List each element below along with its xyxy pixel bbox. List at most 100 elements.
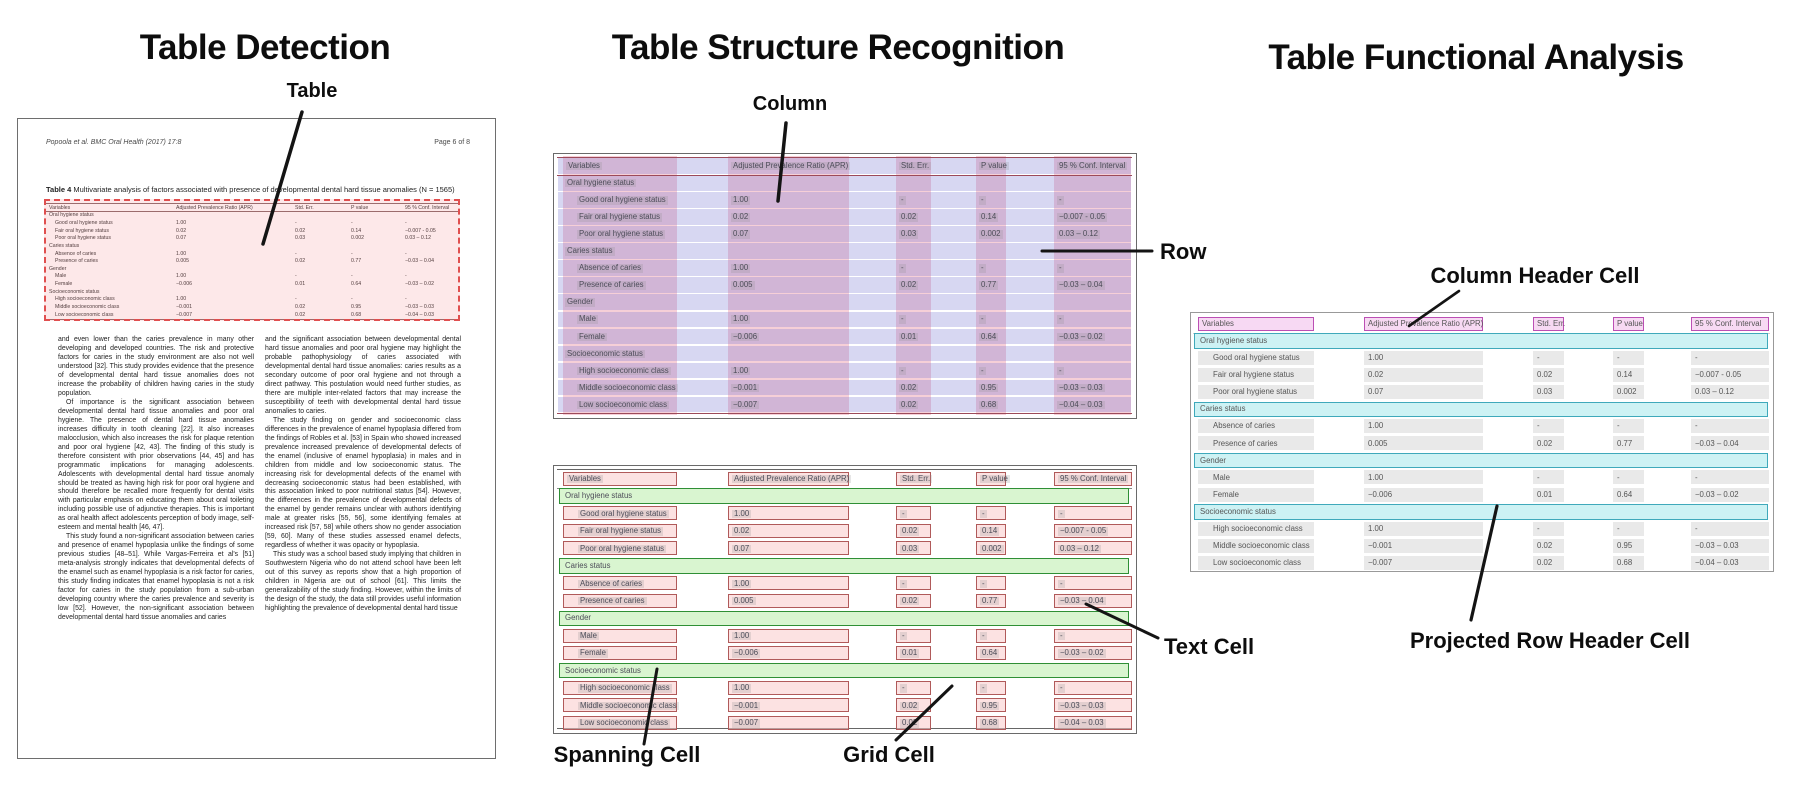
cell-text: 0.64: [351, 281, 362, 288]
grid-cell-box: [563, 541, 677, 556]
cell-text: 0.002: [1617, 387, 1637, 397]
cell-text: -: [1695, 524, 1698, 533]
text-cell-box: [1533, 436, 1564, 451]
cell-text: Oral hygiene status: [1200, 335, 1268, 345]
grid-cell-box: [728, 593, 849, 608]
grid-cell-box: [1054, 715, 1132, 730]
column-header-cell-box: [1198, 316, 1314, 331]
grid-cell-box: [976, 646, 1006, 660]
cell-text: 1.00: [731, 263, 751, 273]
text-cell-box: [1613, 350, 1644, 365]
cell-text: Socioeconomic status: [565, 665, 641, 675]
cell-text: 0.02: [176, 227, 187, 234]
cell-text: High socioeconomic class: [578, 683, 672, 693]
cell-text: 0.14: [980, 526, 1000, 536]
cell-text: -: [980, 508, 987, 519]
cell-text: -: [1537, 421, 1540, 431]
cell-text: 0.03 – 0.12: [1057, 229, 1101, 239]
cell-text: -: [1057, 195, 1064, 205]
cell-text: −0.03 – 0.03: [1058, 700, 1106, 711]
cell-text: −0.001: [1368, 541, 1393, 551]
row-band: [558, 277, 1131, 293]
page-number: Page 6 of 8: [434, 139, 470, 146]
cell-text: 0.03: [900, 543, 920, 553]
cell-text: -: [405, 250, 407, 257]
cell-text: Gender: [1200, 455, 1227, 465]
cell-text: -: [1058, 508, 1065, 519]
cell-text: Low socioeconomic class: [577, 399, 669, 410]
table-rule: [557, 469, 1132, 471]
cell-text: 0.02: [295, 311, 306, 318]
cell-text: −0.03 – 0.04: [1057, 280, 1105, 290]
cell-text: −0.007: [1368, 558, 1393, 568]
grid-cell-box: [563, 506, 677, 521]
projected-row-header-cell-box: [1194, 401, 1768, 417]
body-paragraph: and even lower than the caries prevalenc…: [58, 336, 254, 397]
body-text-column-1: and even lower than the caries prevalenc…: [58, 336, 254, 623]
grid-cell-box: [896, 471, 931, 486]
cell-text: −0.006: [1368, 489, 1393, 499]
cell-text: 1.00: [176, 296, 187, 303]
text-cell-box: [1533, 419, 1564, 434]
cell-text: 0.005: [731, 280, 755, 290]
cell-text: Fair oral hygiene status: [55, 227, 109, 234]
cell-text: 1.00: [732, 508, 752, 519]
cell-text: Middle socioeconomic class: [577, 382, 678, 393]
text-cell-box: [1364, 470, 1483, 485]
cell-text: -: [979, 314, 986, 324]
cell-text: 0.03: [1537, 387, 1553, 397]
grid-cell-box: [1054, 541, 1132, 556]
row-band: [558, 328, 1131, 344]
cell-text: 0.02: [1537, 438, 1553, 448]
cell-text: −0.007 - 0.05: [1695, 370, 1742, 380]
cell-text: -: [405, 219, 407, 226]
body-paragraph: and the significant association between …: [265, 336, 461, 415]
text-cell-box: [1613, 487, 1644, 502]
grid-cell-box: [976, 506, 1006, 521]
text-cell-box: [1613, 367, 1644, 382]
cell-text: Variables: [566, 161, 602, 171]
grid-cell-box: [1054, 523, 1132, 538]
row-band: [558, 226, 1131, 242]
table-caption: Table 4 Multivariate analysis of factors…: [46, 185, 470, 194]
document-page: Popoola et al. BMC Oral Health (2017) 17…: [17, 118, 496, 759]
cell-text: -: [899, 195, 906, 205]
grid-cell-box: [563, 523, 677, 538]
grid-cell-box: [896, 576, 931, 591]
text-cell-box: [1691, 350, 1769, 365]
cell-text: Variables: [1202, 318, 1234, 328]
panel-title-table-detection: Table Detection: [139, 28, 391, 67]
cell-text: 1.00: [731, 314, 751, 324]
row-band: [558, 345, 1131, 362]
cell-text: Presence of caries: [577, 280, 646, 290]
cell-text: -: [900, 630, 907, 641]
cell-text: 0.02: [295, 258, 306, 265]
cell-text: 0.01: [295, 281, 306, 288]
cell-text: 0.01: [900, 648, 920, 658]
cell-text: Std. Err.: [900, 473, 933, 484]
text-cell-box: [1198, 555, 1314, 570]
row-band: [558, 243, 1131, 259]
text-cell-box: [1198, 419, 1314, 434]
grid-cell-box: [1054, 471, 1132, 486]
cell-text: −0.007 - 0.05: [1058, 526, 1109, 536]
panel-title-table-structure-recognition: Table Structure Recognition: [611, 28, 1065, 67]
cell-text: -: [980, 683, 987, 693]
grid-cell-box: [1054, 680, 1132, 695]
cell-text: 0.02: [900, 595, 920, 606]
cell-text: High socioeconomic class: [1213, 524, 1303, 533]
text-cell-box: [1533, 487, 1564, 502]
page-header-citation: Popoola et al. BMC Oral Health (2017) 17…: [46, 139, 182, 146]
cell-text: -: [1617, 524, 1620, 533]
grid-cell-box: [728, 506, 849, 521]
table-rule: [557, 174, 1132, 177]
cell-text: Male: [578, 630, 599, 641]
cell-text: -: [899, 314, 906, 324]
cell-text: 1.00: [731, 195, 751, 205]
grid-cell-box: [563, 593, 677, 608]
grid-cell-box: [728, 698, 849, 713]
cell-text: -: [405, 273, 407, 280]
text-cell-box: [1533, 384, 1564, 399]
grid-cell-box: [1054, 576, 1132, 591]
text-cell-box: [1364, 384, 1483, 399]
